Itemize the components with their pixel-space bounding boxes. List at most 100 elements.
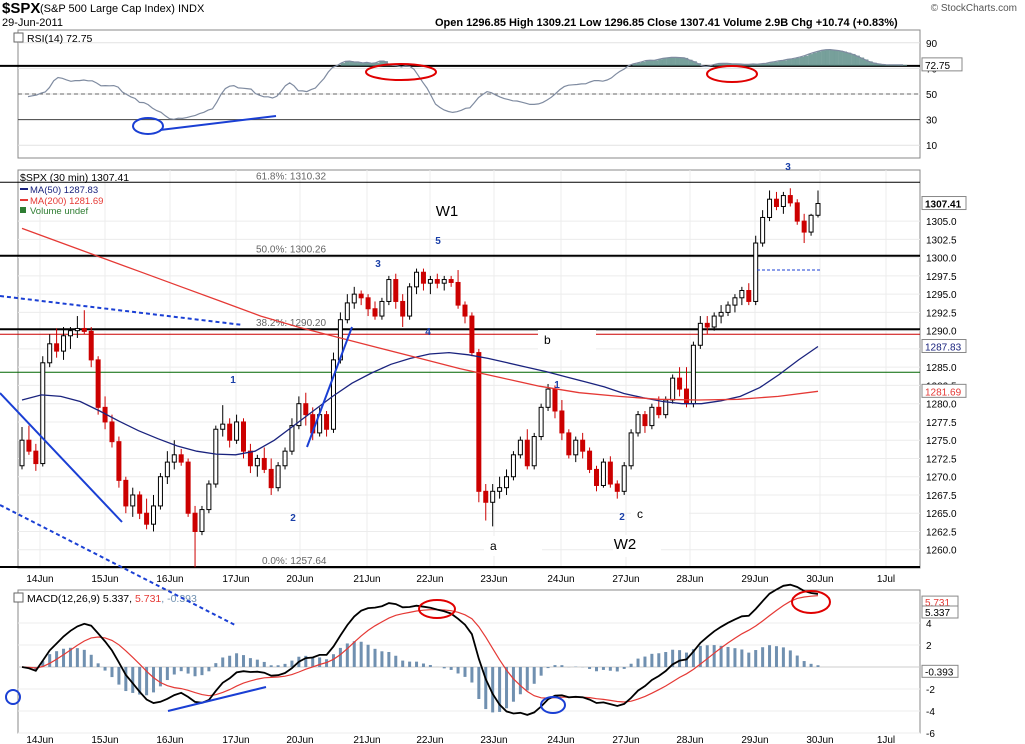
candle-body	[137, 494, 143, 514]
macd-histogram-bar	[733, 648, 737, 667]
candle-body	[628, 432, 634, 467]
rsi-overbought-fill	[636, 63, 642, 66]
macd-histogram-bar	[283, 663, 287, 667]
x-tick-label: 21Jun	[353, 574, 380, 585]
macd-histogram-bar	[145, 667, 149, 696]
macd-histogram-bar	[505, 667, 509, 709]
wave-label-a: a	[490, 539, 497, 553]
candle-body	[517, 439, 523, 456]
blue-trendline	[306, 326, 353, 448]
candle-body	[725, 304, 731, 313]
candle-body	[234, 421, 240, 441]
rsi-overbought-fill	[786, 59, 792, 66]
candle-body	[206, 483, 212, 511]
price-tick-label: 1265.0	[926, 509, 957, 520]
candle-body	[642, 414, 648, 427]
wave-label-1: 1	[230, 375, 236, 386]
x-tick-label: 17Jun	[222, 735, 249, 744]
candle-body	[282, 450, 288, 467]
candle-body	[67, 330, 73, 337]
macd-histogram-bar	[304, 655, 308, 667]
close-price-label-box	[921, 196, 967, 211]
macd-current-box	[921, 664, 959, 678]
macd-histogram-bar	[387, 651, 391, 667]
rsi-overbought-fill	[632, 63, 637, 66]
candle-body	[123, 479, 129, 507]
candle-body	[552, 388, 558, 412]
rsi-overbought-fill	[383, 61, 388, 66]
rsi-overbought-fill	[876, 63, 882, 66]
fib-label: 50.0%: 1300.26	[256, 245, 326, 256]
price-tick-label: 1305.0	[926, 217, 957, 228]
rsi-overbought-fill	[761, 63, 766, 66]
rsi-overbought-fill	[731, 63, 736, 66]
rsi-tick-label: 90	[926, 39, 938, 50]
rsi-overbought-fill	[842, 51, 847, 66]
candle-body	[490, 490, 496, 503]
macd-histogram-bar	[193, 667, 197, 677]
macd-histogram-bar	[809, 663, 813, 667]
macd-histogram-bar	[117, 667, 121, 685]
rsi-overbought-fill	[366, 62, 371, 66]
rsi-overbought-fill	[692, 61, 697, 66]
macd-histogram-bar	[200, 667, 204, 676]
candle-body	[171, 454, 177, 463]
candle-body	[414, 271, 420, 288]
price-title: $SPX (30 min) 1307.41	[20, 172, 129, 184]
rsi-overbought-fill	[649, 60, 654, 66]
macd-histogram-bar	[345, 643, 349, 667]
macd-histogram-bar	[158, 667, 162, 687]
x-tick-label: 29Jun	[741, 735, 768, 744]
candle-body	[164, 461, 170, 478]
candle-body	[510, 454, 516, 478]
price-tick-label: 1300.0	[926, 254, 957, 265]
macd-histogram-bar	[456, 667, 460, 674]
wave-label-1: 1	[554, 380, 560, 391]
x-tick-label: 24Jun	[547, 735, 574, 744]
candle-body	[178, 454, 184, 463]
candle-body	[296, 403, 302, 427]
wave-label-box	[613, 535, 661, 557]
rsi-overbought-fill	[773, 61, 779, 66]
wave-label-box	[484, 536, 542, 556]
macd-histogram-bar	[622, 667, 626, 669]
x-tick-label: 23Jun	[480, 735, 507, 744]
rsi-legend-box	[13, 32, 24, 43]
candle-body	[656, 406, 662, 416]
macd-histogram-bar	[795, 655, 799, 667]
rsi-overbought-fill	[859, 57, 865, 66]
x-tick-label: 22Jun	[416, 574, 443, 585]
candle-body	[559, 410, 565, 434]
x-tick-label: 23Jun	[480, 574, 507, 585]
x-tick-label: 1Jul	[877, 735, 895, 744]
x-tick-label: 20Jun	[286, 574, 313, 585]
macd-histogram-bar	[774, 646, 778, 667]
candle-body	[227, 423, 233, 441]
candle-body	[683, 388, 689, 405]
x-tick-label: 17Jun	[222, 574, 249, 585]
macd-histogram-bar	[698, 645, 702, 667]
macd-histogram-bar	[394, 655, 398, 667]
rsi-overbought-fill	[743, 64, 749, 66]
wave-label-b: b	[544, 333, 551, 347]
candle-body	[220, 423, 226, 430]
macd-histogram-bar	[477, 667, 481, 699]
macd-histogram-bar	[463, 667, 467, 677]
macd-histogram-bar	[276, 665, 280, 667]
candle-body	[151, 505, 157, 525]
macd-histogram-bar	[532, 667, 536, 684]
x-tick-label: 28Jun	[676, 574, 703, 585]
macd-histogram-bar	[546, 667, 550, 669]
candle-body	[275, 465, 281, 489]
price-tick-label: 1272.5	[926, 454, 957, 465]
rsi-overbought-fill	[683, 57, 689, 66]
x-tick-label: 14Jun	[26, 735, 53, 744]
macd-histogram-bar	[588, 667, 592, 669]
candle-body	[649, 406, 655, 427]
candle-body	[580, 439, 586, 452]
candle-body	[33, 450, 39, 465]
candle-body	[794, 202, 800, 222]
ma50-line	[21, 345, 819, 456]
rsi-overbought-fill	[662, 58, 667, 66]
